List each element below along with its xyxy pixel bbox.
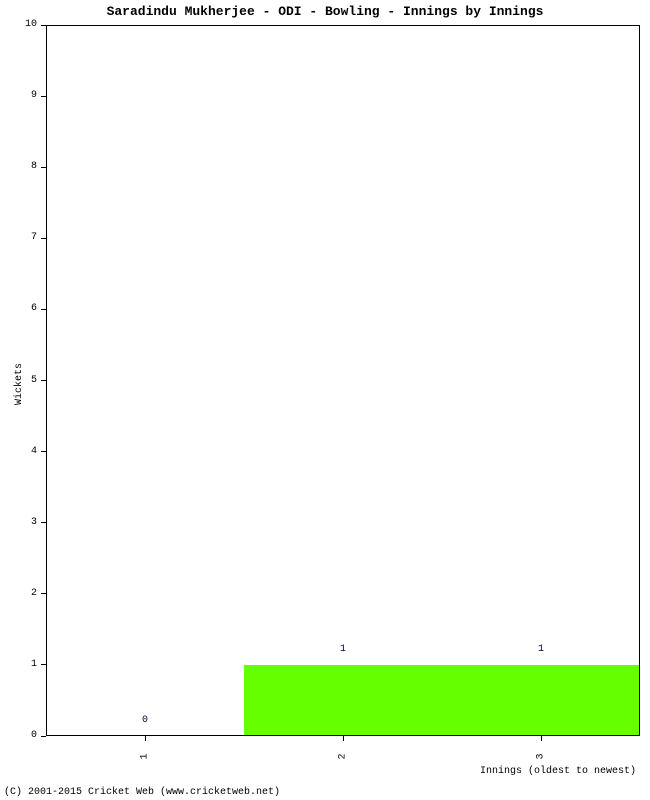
- y-tick-label: 3: [0, 517, 37, 528]
- y-tick-label: 6: [0, 303, 37, 314]
- y-tick-label: 4: [0, 446, 37, 457]
- y-tick: [41, 451, 46, 452]
- y-tick: [41, 380, 46, 381]
- y-tick: [41, 238, 46, 239]
- x-axis-label: Innings (oldest to newest): [480, 766, 636, 777]
- y-tick: [41, 309, 46, 310]
- x-tick: [541, 736, 542, 741]
- y-tick-label: 9: [0, 90, 37, 101]
- x-tick-label: 2: [338, 747, 349, 767]
- x-tick-label: 3: [536, 747, 547, 767]
- x-tick: [343, 736, 344, 741]
- chart-canvas: 0 1 1 Saradindu Mukherjee - ODI - Bowling -…: [0, 0, 650, 800]
- chart-title: Saradindu Mukherjee - ODI - Bowling - In…: [0, 4, 650, 19]
- y-tick: [41, 25, 46, 26]
- y-tick: [41, 167, 46, 168]
- y-tick: [41, 96, 46, 97]
- y-tick-label: 7: [0, 232, 37, 243]
- y-tick: [41, 664, 46, 665]
- credit-text: (C) 2001-2015 Cricket Web (www.cricketwe…: [4, 787, 280, 798]
- y-tick-label: 0: [0, 730, 37, 741]
- y-tick: [41, 736, 46, 737]
- plot-area: [46, 25, 640, 736]
- y-tick: [41, 593, 46, 594]
- x-tick-label: 1: [140, 747, 151, 767]
- y-tick-label: 1: [0, 659, 37, 670]
- x-tick: [145, 736, 146, 741]
- y-tick: [41, 522, 46, 523]
- y-axis-label: Wickets: [14, 362, 25, 404]
- y-tick-label: 8: [0, 161, 37, 172]
- y-tick-label: 10: [0, 19, 37, 30]
- y-tick-label: 2: [0, 588, 37, 599]
